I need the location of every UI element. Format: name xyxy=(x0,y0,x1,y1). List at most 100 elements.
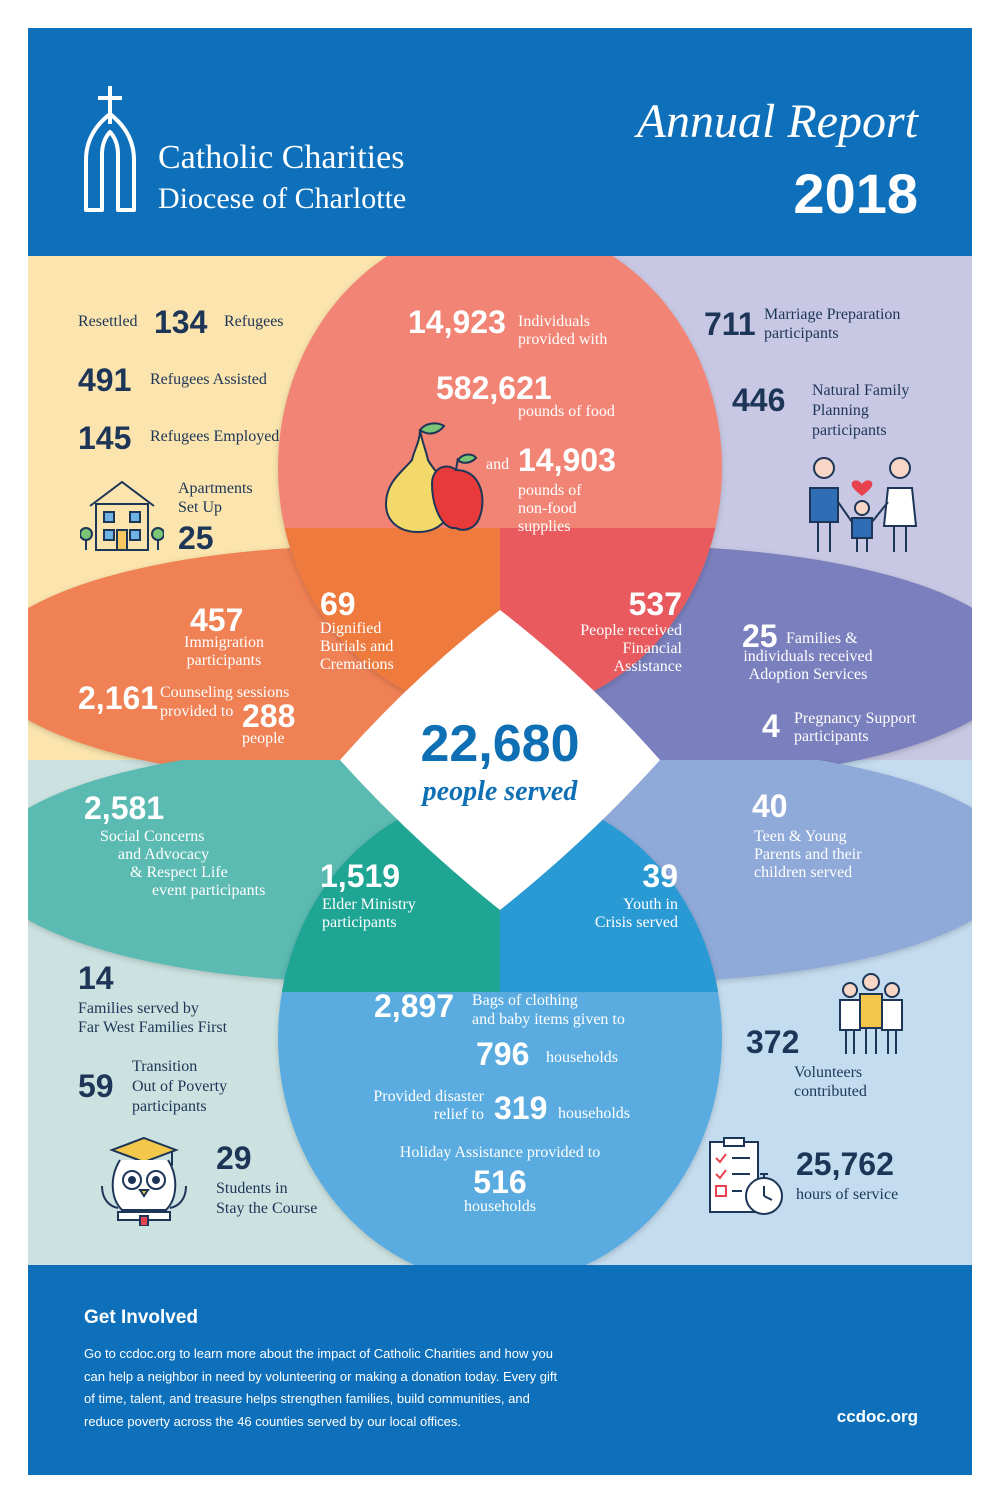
students-value: 29 xyxy=(216,1140,252,1176)
disaster-value: 319 xyxy=(494,1090,548,1126)
get-involved-heading: Get Involved xyxy=(84,1307,199,1328)
nfp-label-2: Planning xyxy=(812,402,869,419)
burials-label-2: Burials and xyxy=(320,638,394,655)
adoption-label-2: individuals received xyxy=(743,648,873,665)
get-involved-text: Go to ccdoc.org to learn more about the … xyxy=(84,1343,557,1433)
food-individuals-label-2: provided with xyxy=(518,331,608,348)
disaster-households-label: households xyxy=(558,1105,630,1122)
social-label-4: event participants xyxy=(152,882,266,899)
clothing-households-value: 796 xyxy=(476,1036,530,1072)
hours-value: 25,762 xyxy=(796,1146,894,1182)
header-band: Catholic Charities Diocese of Charlotte … xyxy=(28,28,972,256)
checklist-stopwatch-icon xyxy=(709,1137,783,1215)
adoption-value: 25 xyxy=(742,618,778,654)
apartments-value: 25 xyxy=(178,520,214,556)
social-value: 2,581 xyxy=(84,790,165,826)
teen-label-1: Teen & Young xyxy=(754,828,847,845)
food-supplies-label-1: pounds of xyxy=(518,482,582,499)
pregnancy-value: 4 xyxy=(762,708,780,744)
food-supplies-label-2: non-food xyxy=(518,500,577,517)
youth-label-1: Youth in xyxy=(623,896,678,913)
center-total-value: 22,680 xyxy=(420,715,580,773)
holiday-households-label: households xyxy=(464,1198,536,1215)
youth-label-2: Crisis served xyxy=(594,914,678,931)
immigration-value: 457 xyxy=(190,602,244,638)
food-individuals-value: 14,923 xyxy=(408,304,506,340)
marriage-prep-label-2: participants xyxy=(764,325,839,342)
org-name-line-1: Catholic Charities xyxy=(158,139,405,176)
resettled-label: Resettled xyxy=(78,313,138,330)
marriage-prep-label-1: Marriage Preparation xyxy=(764,306,901,323)
burials-label-3: Cremations xyxy=(320,656,394,673)
clothing-bags-label-1: Bags of clothing xyxy=(472,992,578,1009)
financial-label-3: Assistance xyxy=(613,658,682,675)
cross-logo-icon xyxy=(84,86,136,212)
disaster-label-2: relief to xyxy=(433,1106,484,1123)
families-first-label-2: Far West Families First xyxy=(78,1019,228,1036)
elder-value: 1,519 xyxy=(320,858,401,894)
nfp-value: 446 xyxy=(732,382,786,418)
pear-apple-icon xyxy=(384,422,484,534)
students-label-1: Students in xyxy=(216,1180,288,1197)
clothing-bags-value: 2,897 xyxy=(374,988,455,1024)
food-pounds-value: 582,621 xyxy=(436,370,552,406)
transition-label-3: participants xyxy=(132,1098,207,1115)
nfp-label-3: participants xyxy=(812,422,887,439)
adoption-label-3: Adoption Services xyxy=(748,666,868,683)
refugees-assisted-value: 491 xyxy=(78,362,132,398)
financial-label-1: People received xyxy=(580,622,682,639)
apartments-label-2: Set Up xyxy=(178,499,222,516)
transition-label-1: Transition xyxy=(132,1058,198,1075)
refugees-employed-value: 145 xyxy=(78,420,132,456)
pregnancy-label-1: Pregnancy Support xyxy=(794,710,917,727)
immigration-label-1: Immigration xyxy=(184,634,264,651)
counseling-people-value: 288 xyxy=(242,698,296,734)
resettled-refugees-label: Refugees xyxy=(224,313,284,330)
refugees-employed-label: Refugees Employed xyxy=(150,428,280,445)
family-heart-icon xyxy=(809,457,918,552)
food-pounds-label: pounds of food xyxy=(518,403,615,420)
transition-value: 59 xyxy=(78,1068,114,1104)
resettled-value: 134 xyxy=(154,304,208,340)
families-first-value: 14 xyxy=(78,960,114,996)
apartments-label-1: Apartments xyxy=(178,480,253,497)
footer-line-1: Go to ccdoc.org to learn more about the … xyxy=(84,1346,553,1361)
social-label-2: and Advocacy xyxy=(118,846,210,863)
petal-background xyxy=(28,222,972,1284)
food-supplies-value: 14,903 xyxy=(518,442,616,478)
counseling-label-2: provided to xyxy=(160,703,234,720)
clothing-households-label: households xyxy=(546,1049,618,1066)
food-individuals-label-1: Individuals xyxy=(518,313,590,330)
youth-value: 39 xyxy=(642,858,678,894)
volunteers-value: 372 xyxy=(746,1024,800,1060)
food-and-label: and xyxy=(486,456,510,473)
financial-label-2: Financial xyxy=(622,640,682,657)
refugees-assisted-label: Refugees Assisted xyxy=(150,371,267,388)
footer-line-4: reduce poverty across the 46 counties se… xyxy=(84,1413,461,1429)
holiday-label: Holiday Assistance provided to xyxy=(399,1144,601,1161)
report-title: Annual Report xyxy=(636,95,918,148)
burials-value: 69 xyxy=(320,586,356,622)
report-year: 2018 xyxy=(793,162,918,225)
website-link[interactable]: ccdoc.org xyxy=(836,1407,918,1426)
infographic-poster: Catholic Charities Diocese of Charlotte … xyxy=(28,28,972,1475)
nfp-label-1: Natural Family xyxy=(812,382,910,399)
teen-label-2: Parents and their xyxy=(754,846,862,863)
counseling-value: 2,161 xyxy=(78,680,159,716)
volunteers-group-icon xyxy=(839,973,903,1054)
volunteers-label-1: Volunteers xyxy=(794,1064,863,1081)
clothing-bags-label-2: and baby items given to xyxy=(472,1011,625,1028)
teen-value: 40 xyxy=(752,788,788,824)
elder-label-1: Elder Ministry xyxy=(322,896,416,913)
center-total-label: people served xyxy=(422,776,578,807)
adoption-label-1: Families & xyxy=(786,630,858,647)
house-icon xyxy=(80,480,164,551)
hours-label: hours of service xyxy=(796,1186,899,1203)
families-first-label-1: Families served by xyxy=(78,1000,199,1017)
volunteers-label-2: contributed xyxy=(794,1083,867,1100)
marriage-prep-value: 711 xyxy=(704,306,756,342)
social-label-3: & Respect Life xyxy=(130,864,228,881)
immigration-label-2: participants xyxy=(186,652,262,669)
teen-label-3: children served xyxy=(754,864,853,881)
footer-line-3: of time, talent, and treasure helps stre… xyxy=(84,1391,530,1406)
